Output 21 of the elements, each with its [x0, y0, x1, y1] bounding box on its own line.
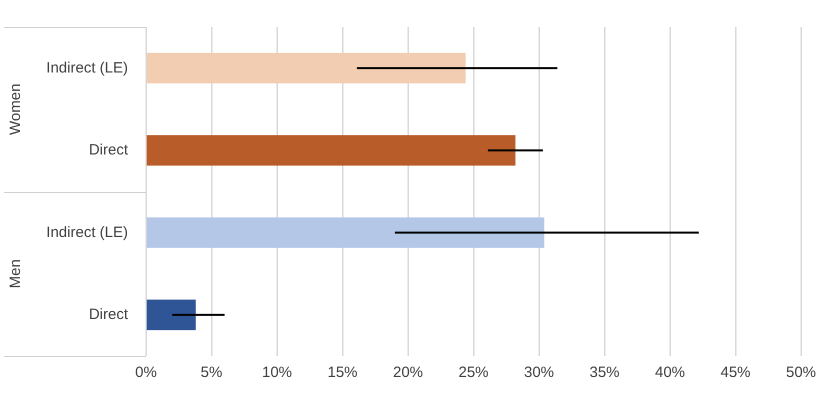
x-tick-label: 30% — [524, 364, 554, 382]
x-tick-label: 50% — [786, 364, 816, 382]
x-tick-label: 35% — [589, 364, 620, 382]
x-tick-label: 15% — [327, 364, 358, 382]
bar — [146, 300, 196, 330]
bar — [146, 217, 544, 248]
y-tick-label: Indirect (LE) — [46, 224, 128, 241]
x-tick-label: 0% — [135, 364, 157, 382]
y-tick-label: Indirect (LE) — [46, 59, 128, 76]
x-tick-label: 5% — [200, 364, 222, 382]
x-tick-label: 45% — [720, 364, 751, 382]
bar — [146, 52, 466, 84]
text: Men — [7, 259, 24, 288]
x-tick-label: 40% — [654, 364, 686, 382]
y-tick-label: Direct — [88, 306, 129, 324]
y-tick-label: Direct — [88, 142, 129, 159]
x-tick-label: 25% — [458, 364, 489, 382]
x-tick-label: 10% — [262, 364, 292, 382]
bar — [146, 135, 516, 166]
x-tick-label: 20% — [392, 364, 424, 382]
text: Women — [7, 84, 24, 135]
